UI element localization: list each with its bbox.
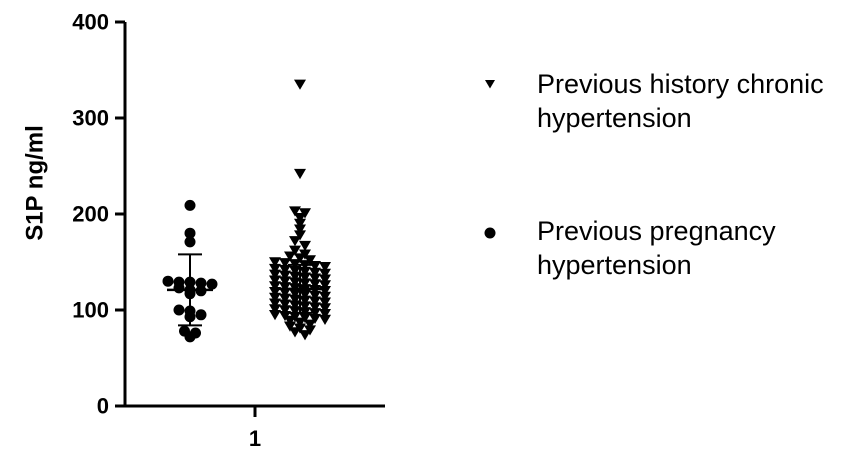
- data-point: [206, 278, 218, 290]
- legend-label: Previous history chronic: [537, 69, 824, 99]
- data-point: [309, 261, 321, 272]
- data-point: [289, 294, 301, 305]
- legend-label: hypertension: [537, 250, 692, 280]
- data-point: [299, 295, 311, 306]
- x-axis-ticks: 1: [249, 406, 261, 451]
- data-point: [269, 292, 281, 303]
- data-point: [269, 269, 281, 280]
- data-points: [162, 79, 331, 343]
- data-point: [289, 277, 301, 288]
- y-axis-ticks: 0 100 200 300 400: [72, 10, 125, 419]
- data-point: [299, 289, 311, 301]
- data-point: [319, 291, 331, 302]
- data-point: [294, 317, 306, 328]
- data-point: [294, 218, 306, 229]
- data-point: [184, 331, 196, 343]
- y-tick-label: 100: [72, 298, 109, 323]
- data-point: [294, 253, 306, 264]
- data-point: [319, 314, 331, 325]
- data-point: [195, 277, 207, 289]
- data-point: [294, 79, 306, 90]
- data-point: [279, 282, 291, 293]
- data-point: [289, 265, 301, 277]
- data-point: [294, 224, 306, 235]
- data-point: [294, 230, 306, 241]
- data-point: [309, 285, 321, 296]
- legend: Previous history chronic hypertension Prev…: [484, 69, 824, 280]
- data-point: [284, 315, 296, 326]
- data-point: [269, 304, 281, 315]
- data-point: [299, 330, 311, 341]
- data-point: [184, 236, 196, 248]
- data-point: [309, 290, 321, 301]
- data-point: [309, 267, 321, 278]
- data-point: [279, 258, 291, 269]
- data-point: [299, 240, 311, 252]
- data-point: [289, 327, 301, 338]
- data-point: [269, 275, 281, 286]
- data-point: [294, 213, 306, 224]
- legend-marker: [485, 80, 495, 89]
- data-point: [279, 276, 291, 287]
- data-point: [309, 313, 321, 325]
- data-point: [279, 270, 291, 281]
- data-point: [279, 287, 291, 299]
- data-point: [269, 310, 281, 321]
- data-point: [284, 321, 296, 332]
- data-point: [289, 306, 301, 317]
- data-point: [289, 245, 301, 256]
- data-point: [284, 251, 296, 262]
- data-point: [184, 227, 196, 239]
- data-point: [279, 305, 291, 316]
- data-point: [319, 303, 331, 314]
- data-point: [319, 262, 331, 273]
- data-point: [299, 278, 311, 289]
- x-tick-label: 1: [249, 426, 261, 451]
- data-point: [269, 257, 281, 268]
- data-point: [173, 282, 185, 294]
- data-point: [269, 263, 281, 275]
- data-point: [309, 308, 321, 319]
- data-point: [269, 298, 281, 309]
- data-point: [309, 279, 321, 290]
- y-tick-label: 400: [72, 10, 109, 35]
- y-axis-label: S1P ng/ml: [22, 125, 49, 241]
- data-point: [279, 293, 291, 304]
- data-point: [269, 281, 281, 292]
- data-point: [319, 280, 331, 291]
- data-point: [299, 272, 311, 283]
- data-point: [279, 299, 291, 310]
- y-tick-label: 200: [72, 202, 109, 227]
- data-point: [184, 199, 196, 211]
- data-point: [294, 168, 306, 180]
- data-point: [289, 300, 301, 311]
- data-point: [309, 296, 321, 307]
- data-point: [279, 264, 291, 276]
- data-point: [289, 288, 301, 300]
- data-point: [319, 274, 331, 285]
- y-tick-label: 0: [97, 394, 109, 419]
- data-point: [309, 273, 321, 284]
- legend-label: hypertension: [537, 103, 692, 133]
- data-point: [299, 301, 311, 312]
- error-bars: [167, 253, 323, 327]
- data-point: [173, 304, 185, 316]
- y-tick-label: 300: [72, 106, 109, 131]
- data-point: [304, 319, 316, 330]
- legend-marker: [484, 227, 496, 239]
- data-point: [289, 236, 301, 247]
- data-point: [289, 271, 301, 282]
- data-point: [195, 309, 207, 321]
- data-point: [319, 309, 331, 320]
- data-point: [319, 297, 331, 308]
- data-point: [299, 266, 311, 277]
- data-point: [289, 206, 301, 217]
- axes: [123, 22, 385, 408]
- data-point: [319, 268, 331, 279]
- data-point: [162, 275, 174, 287]
- data-point: [309, 302, 321, 313]
- legend-label: Previous pregnancy: [537, 216, 776, 246]
